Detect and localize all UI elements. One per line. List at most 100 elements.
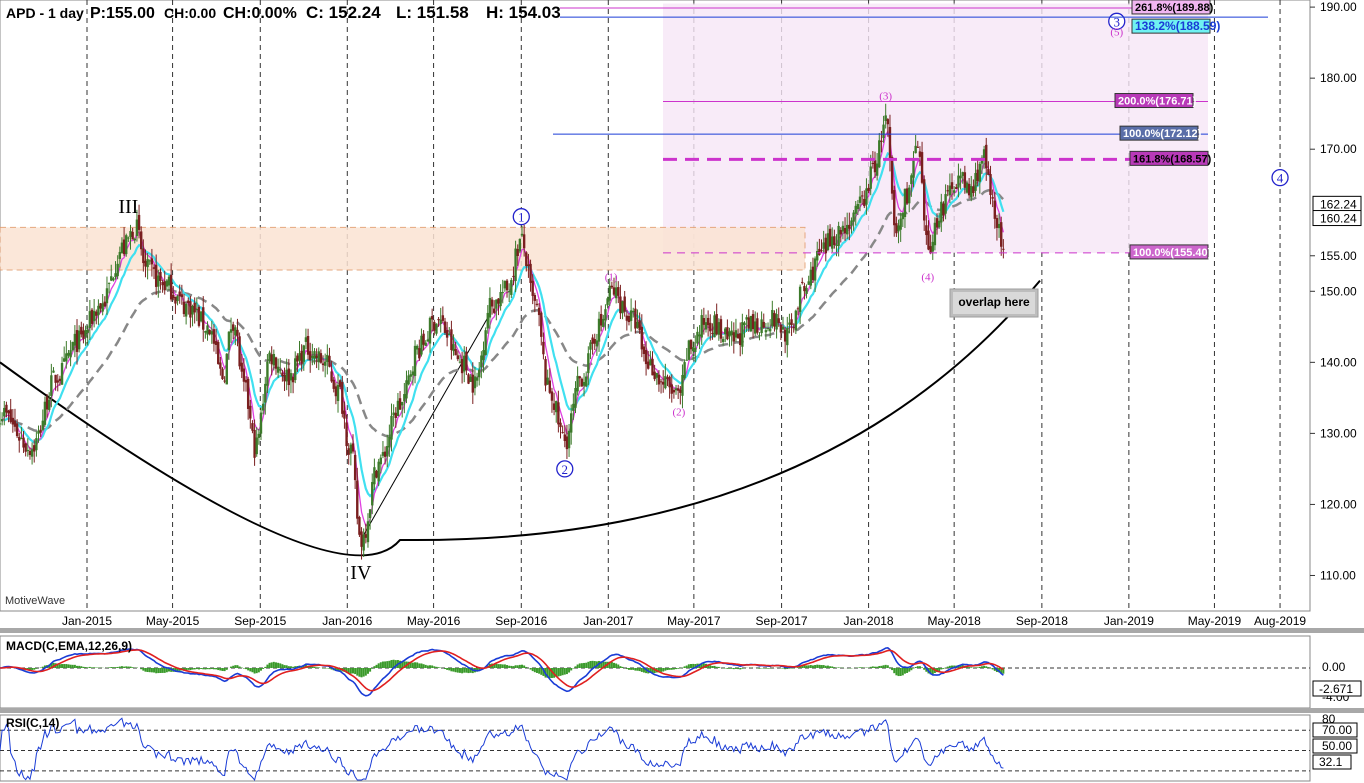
candle-body <box>430 316 434 320</box>
candle-body <box>931 241 934 252</box>
candle-body <box>420 335 423 355</box>
candle-body <box>62 358 66 362</box>
candle-body <box>381 452 385 456</box>
low-readout: L: 151.58 <box>396 3 469 22</box>
candle-body <box>195 309 199 311</box>
candle-body <box>991 197 994 199</box>
candle-body <box>599 313 603 326</box>
candle-body <box>717 322 721 335</box>
candle-body <box>105 288 109 304</box>
candle-body <box>724 328 727 335</box>
candle-body <box>251 423 254 431</box>
candle-body <box>1000 222 1003 247</box>
candle-body <box>535 303 539 305</box>
candle-body <box>683 362 686 379</box>
candle-body <box>383 451 387 457</box>
candle-body <box>334 386 338 397</box>
candle-body <box>845 224 849 235</box>
candle-body <box>445 330 449 338</box>
candle-body <box>963 172 967 188</box>
annotation-inner <box>953 292 1035 314</box>
candle-body <box>773 312 776 327</box>
candle-body <box>987 169 990 175</box>
candle-body <box>176 296 179 302</box>
candle-body <box>653 371 656 380</box>
candle-body <box>608 285 611 301</box>
candle-body <box>129 231 132 237</box>
candle-body <box>706 317 710 326</box>
candle-body <box>638 320 641 330</box>
macd-signal-line <box>0 649 1004 692</box>
candle-body <box>783 329 787 342</box>
candle-body <box>302 345 305 362</box>
candle-body <box>565 436 569 450</box>
wave-circle <box>512 208 530 226</box>
x-tick-label: May-2017 <box>667 614 721 628</box>
candle-body <box>120 242 124 253</box>
fib-label: 261.8%(189.88) <box>1135 2 1214 14</box>
candle-body <box>713 315 716 338</box>
wave-label: 4 <box>1277 171 1284 186</box>
candle-body <box>557 402 560 425</box>
candle-body <box>997 223 1001 229</box>
candle-body <box>202 307 205 330</box>
candle-body <box>20 438 23 440</box>
candle-body <box>270 354 273 365</box>
candle-body <box>193 302 196 313</box>
fib-label: 200.0%(176.71) <box>1118 96 1197 108</box>
candle-body <box>433 321 436 331</box>
candle-body <box>75 330 79 352</box>
candle-body <box>985 144 988 169</box>
candle-body <box>730 330 733 336</box>
candle-body <box>169 274 173 300</box>
candle-body <box>313 351 316 359</box>
candle-body <box>803 286 806 292</box>
candle-body <box>450 329 453 351</box>
candle-body <box>413 345 417 376</box>
candle-body <box>234 327 237 336</box>
candle-body <box>704 322 708 330</box>
candle-body <box>182 301 186 315</box>
fib-label: 138.2%(188.59) <box>1135 19 1220 33</box>
candle-body <box>668 376 671 388</box>
candle-body <box>792 327 795 329</box>
candle-body <box>510 280 513 295</box>
candle-body <box>101 303 104 312</box>
x-tick-label: May-2019 <box>1188 614 1242 628</box>
candle-body <box>443 321 447 333</box>
candle-body <box>854 205 857 214</box>
candle-body <box>122 239 126 255</box>
candle-body <box>811 266 815 281</box>
candle-body <box>798 286 802 312</box>
candle-body <box>976 169 979 182</box>
fib-label-box <box>1131 0 1211 15</box>
candle-body <box>728 331 731 337</box>
wave-label: 3 <box>1113 14 1120 29</box>
candle-body <box>492 308 496 313</box>
candle-body <box>741 322 744 347</box>
candle-body <box>914 145 917 154</box>
candle-body <box>362 534 365 551</box>
candle-body <box>721 339 725 342</box>
candle-body <box>503 280 507 289</box>
candle-body <box>210 331 213 335</box>
candle-body <box>90 309 94 324</box>
candle-body <box>732 332 735 342</box>
candle-body <box>319 353 323 363</box>
candle-body <box>522 234 526 249</box>
candle-body <box>993 200 997 219</box>
candle-body <box>0 423 2 425</box>
candle-body <box>719 319 723 339</box>
candle-body <box>989 174 992 196</box>
candle-body <box>497 298 500 304</box>
candle-body <box>899 218 902 230</box>
candle-body <box>766 327 770 329</box>
candle-body <box>822 242 825 249</box>
candle-body <box>253 429 256 458</box>
candle-body <box>602 318 605 328</box>
candle-body <box>617 287 620 296</box>
x-tick-label: Aug-2019 <box>1254 614 1306 628</box>
candle-body <box>157 275 160 287</box>
candle-body <box>801 281 804 283</box>
